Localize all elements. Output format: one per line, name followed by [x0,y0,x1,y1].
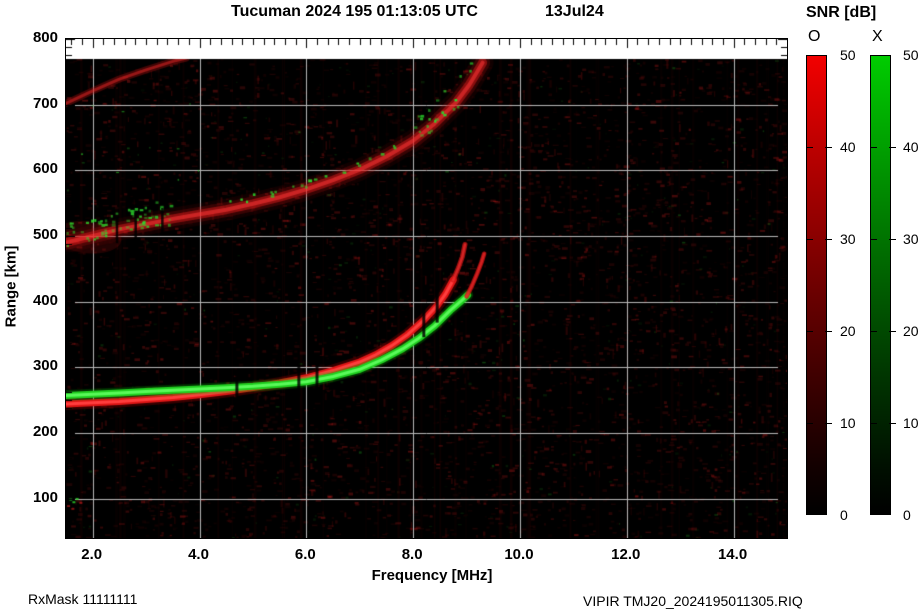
colorbar-title: SNR [dB] [806,4,877,21]
x-tick-label: 6.0 [294,546,316,563]
o-colorbar-tick-dash [825,239,832,240]
x-colorbar-tick-dash [870,147,877,148]
y-tick-label: 700 [32,94,58,112]
o-colorbar-tick-dash [825,423,832,424]
x-tick-label: 14.0 [717,546,748,563]
x-colorbar-tick-label: 0 [903,507,911,523]
y-tick-label: 100 [32,488,58,506]
y-tick-label: 300 [32,357,58,375]
x-tick-label: 4.0 [188,546,209,563]
plot-date: 13Jul24 [545,3,604,20]
x-colorbar-tick-dash [870,423,877,424]
x-tick-label: 2.0 [81,546,103,563]
o-colorbar-tick-dash [806,423,813,424]
x-colorbar-tick-label: 20 [903,323,919,339]
rx-mask-label: RxMask 11111111 [28,591,138,607]
y-tick-label: 800 [32,29,58,46]
x-tick-label: 8.0 [401,546,423,563]
y-axis-label: Range [km] [2,245,20,328]
o-colorbar-tick-label: 40 [840,139,856,155]
o-colorbar-tick-dash [806,147,813,148]
o-colorbar-tick-label: 0 [840,507,848,523]
x-colorbar-tick-label: 50 [903,47,919,63]
x-colorbar-tick-dash [889,147,896,148]
x-colorbar-tick-label: 10 [903,415,919,431]
plot-title: Tucuman 2024 195 01:13:05 UTC [231,3,478,20]
y-tick-label: 200 [32,422,58,440]
o-colorbar-tick-dash [806,239,813,240]
o-mode-colorbar [806,55,827,515]
o-colorbar-tick-label: 20 [840,323,856,339]
x-colorbar-tick-label: 30 [903,231,919,247]
y-tick-label: 500 [32,225,58,243]
y-tick-label: 600 [32,160,58,178]
x-tick-label: 10.0 [504,546,534,563]
x-mode-label: X [872,28,883,45]
y-tick-label: 400 [32,291,58,309]
o-colorbar-tick-dash [825,147,832,148]
o-colorbar-tick-label: 50 [840,47,856,63]
x-colorbar-tick-label: 40 [903,139,919,155]
o-mode-label: O [808,28,821,45]
x-colorbar-tick-dash [889,423,896,424]
x-colorbar-tick-dash [870,239,877,240]
x-colorbar-tick-dash [889,331,896,332]
x-colorbar-tick-dash [870,331,877,332]
o-colorbar-tick-dash [825,331,832,332]
x-colorbar-tick-dash [889,239,896,240]
o-colorbar-tick-dash [806,331,813,332]
file-name-label: VIPIR TMJ20_2024195011305.RIQ [583,593,803,609]
x-axis-label: Frequency [MHz] [371,567,493,584]
x-tick-label: 12.0 [611,546,641,563]
x-mode-colorbar [870,55,891,515]
ionogram-canvas [65,38,788,539]
o-colorbar-tick-label: 30 [840,231,856,247]
o-colorbar-tick-label: 10 [840,415,856,431]
